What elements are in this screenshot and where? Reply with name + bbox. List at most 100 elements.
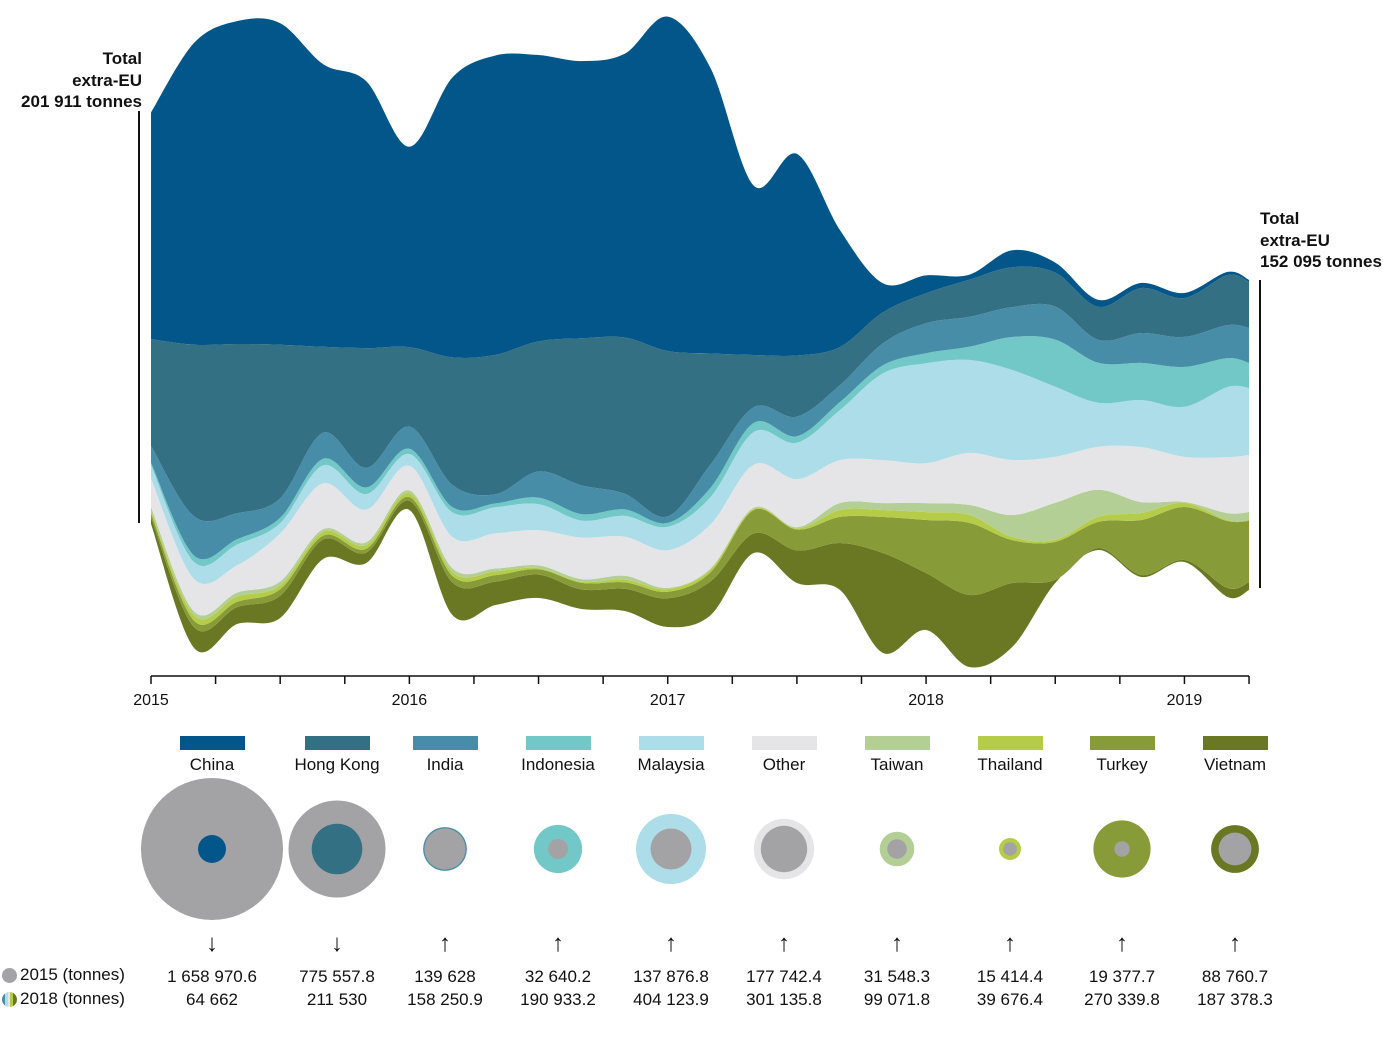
value-2018: 187 378.3 [1197,990,1273,1009]
x-tick-label: 2016 [391,692,428,709]
legend-swatch [751,736,817,750]
total-value: 152 095 tonnes [1260,252,1382,271]
arrow-up-icon: ↑ [665,930,677,957]
legend-swatch [638,736,704,750]
value-2015: 15 414.4 [976,967,1044,986]
key-2018-label: 2018 (tonnes) [20,989,125,1008]
total-title: Total [1260,209,1300,228]
value-2018: 158 250.9 [407,990,483,1009]
legend-label: Other [762,755,806,774]
legend-swatch [864,736,930,750]
arrow-up-icon: ↑ [778,930,790,957]
total-value: 201 911 tonnes [21,92,142,111]
circle-2015 [424,828,466,870]
key-2015-label: 2015 (tonnes) [20,965,125,984]
multicolor-dot-icon [2,991,17,1007]
stream-layers [151,16,1250,668]
value-2015: 139 628 [414,967,476,986]
legend-item: China [157,736,267,775]
value-2015: 177 742.4 [746,967,822,986]
arrow-up-icon: ↑ [891,930,903,957]
value-2018: 211 530 [306,990,368,1009]
x-axis [150,675,1250,684]
legend-label: Vietnam [1203,755,1267,774]
legend-item: Taiwan [842,736,952,775]
total-title: Total [102,49,142,68]
arrow-down-icon: ↓ [206,930,218,957]
stream-china [151,16,1250,358]
value-2015: 1 658 970.6 [167,967,257,986]
left-total-label: Total extra-EU 201 911 tonnes [21,48,142,113]
key-2018: 2018 (tonnes) [2,989,125,1009]
grey-dot-icon [2,967,17,983]
x-tick-label: 2015 [133,692,169,709]
value-2018: 404 123.9 [633,990,709,1009]
key-2015: 2015 (tonnes) [2,965,125,985]
value-2015: 31 548.3 [863,967,931,986]
circle-2018 [198,835,226,863]
total-subtitle: extra-EU [72,70,142,90]
stream-other [151,445,1250,616]
legend-label: Thailand [977,755,1043,774]
legend-label: Malaysia [637,755,705,774]
stream-malaysia [151,359,1250,585]
arrow-up-icon: ↑ [1004,930,1016,957]
legend-label: Taiwan [870,755,924,774]
value-2018: 64 662 [186,990,238,1009]
legend-label: Indonesia [521,755,595,774]
circle-2018 [311,823,363,875]
value-2018: 99 071.8 [863,990,931,1009]
value-2018: 270 339.8 [1084,990,1160,1009]
circle-2015 [760,825,808,873]
value-2015: 19 377.7 [1088,967,1156,986]
x-tick-label: 2017 [649,692,686,709]
value-2015: 32 640.2 [524,967,592,986]
stream-taiwan [151,489,1250,620]
legend-label: Hong Kong [294,755,380,774]
circle-2015 [650,828,692,870]
value-2018: 190 933.2 [520,990,596,1009]
circle-2015 [1003,842,1017,856]
legend-swatch [1202,736,1268,750]
circle-2015 [1114,841,1130,857]
circle-2015 [1218,832,1252,866]
arrow-up-icon: ↑ [1116,930,1128,957]
legend-swatch [179,736,245,750]
arrow-up-icon: ↑ [439,930,451,957]
right-total-label: Total extra-EU 152 095 tonnes [1260,208,1382,273]
legend-swatch [412,736,478,750]
total-subtitle: extra-EU [1260,230,1330,250]
value-2018: 39 676.4 [976,990,1044,1009]
legend-item: Malaysia [616,736,726,775]
circle-2015 [548,839,568,859]
value-2015: 88 760.7 [1201,967,1269,986]
legend-label: India [426,755,464,774]
legend-item: Other [729,736,839,775]
comparison-circles [141,778,1259,920]
value-2015: 775 557.8 [299,967,375,986]
arrow-down-icon: ↓ [331,930,343,957]
legend-swatch [977,736,1043,750]
legend-label: China [189,755,235,774]
legend-item: Vietnam [1180,736,1290,775]
value-2015: 137 876.8 [633,967,709,986]
legend-item: Turkey [1067,736,1177,775]
legend-label: Turkey [1096,755,1148,774]
legend-swatch [525,736,591,750]
arrow-up-icon: ↑ [552,930,564,957]
value-2018: 301 135.8 [746,990,822,1009]
circle-2015 [887,839,907,859]
arrow-up-icon: ↑ [1229,930,1241,957]
legend-item: Hong Kong [282,736,392,775]
stream-hong-kong [151,266,1250,522]
legend-item: Thailand [955,736,1065,775]
legend-swatch [304,736,370,750]
legend-item: Indonesia [503,736,613,775]
legend-swatch [1089,736,1155,750]
x-tick-label: 2019 [1166,692,1203,709]
x-tick-label: 2018 [908,692,944,709]
legend-item: India [390,736,500,775]
stream-vietnam [151,500,1250,668]
stream-turkey [151,496,1250,632]
